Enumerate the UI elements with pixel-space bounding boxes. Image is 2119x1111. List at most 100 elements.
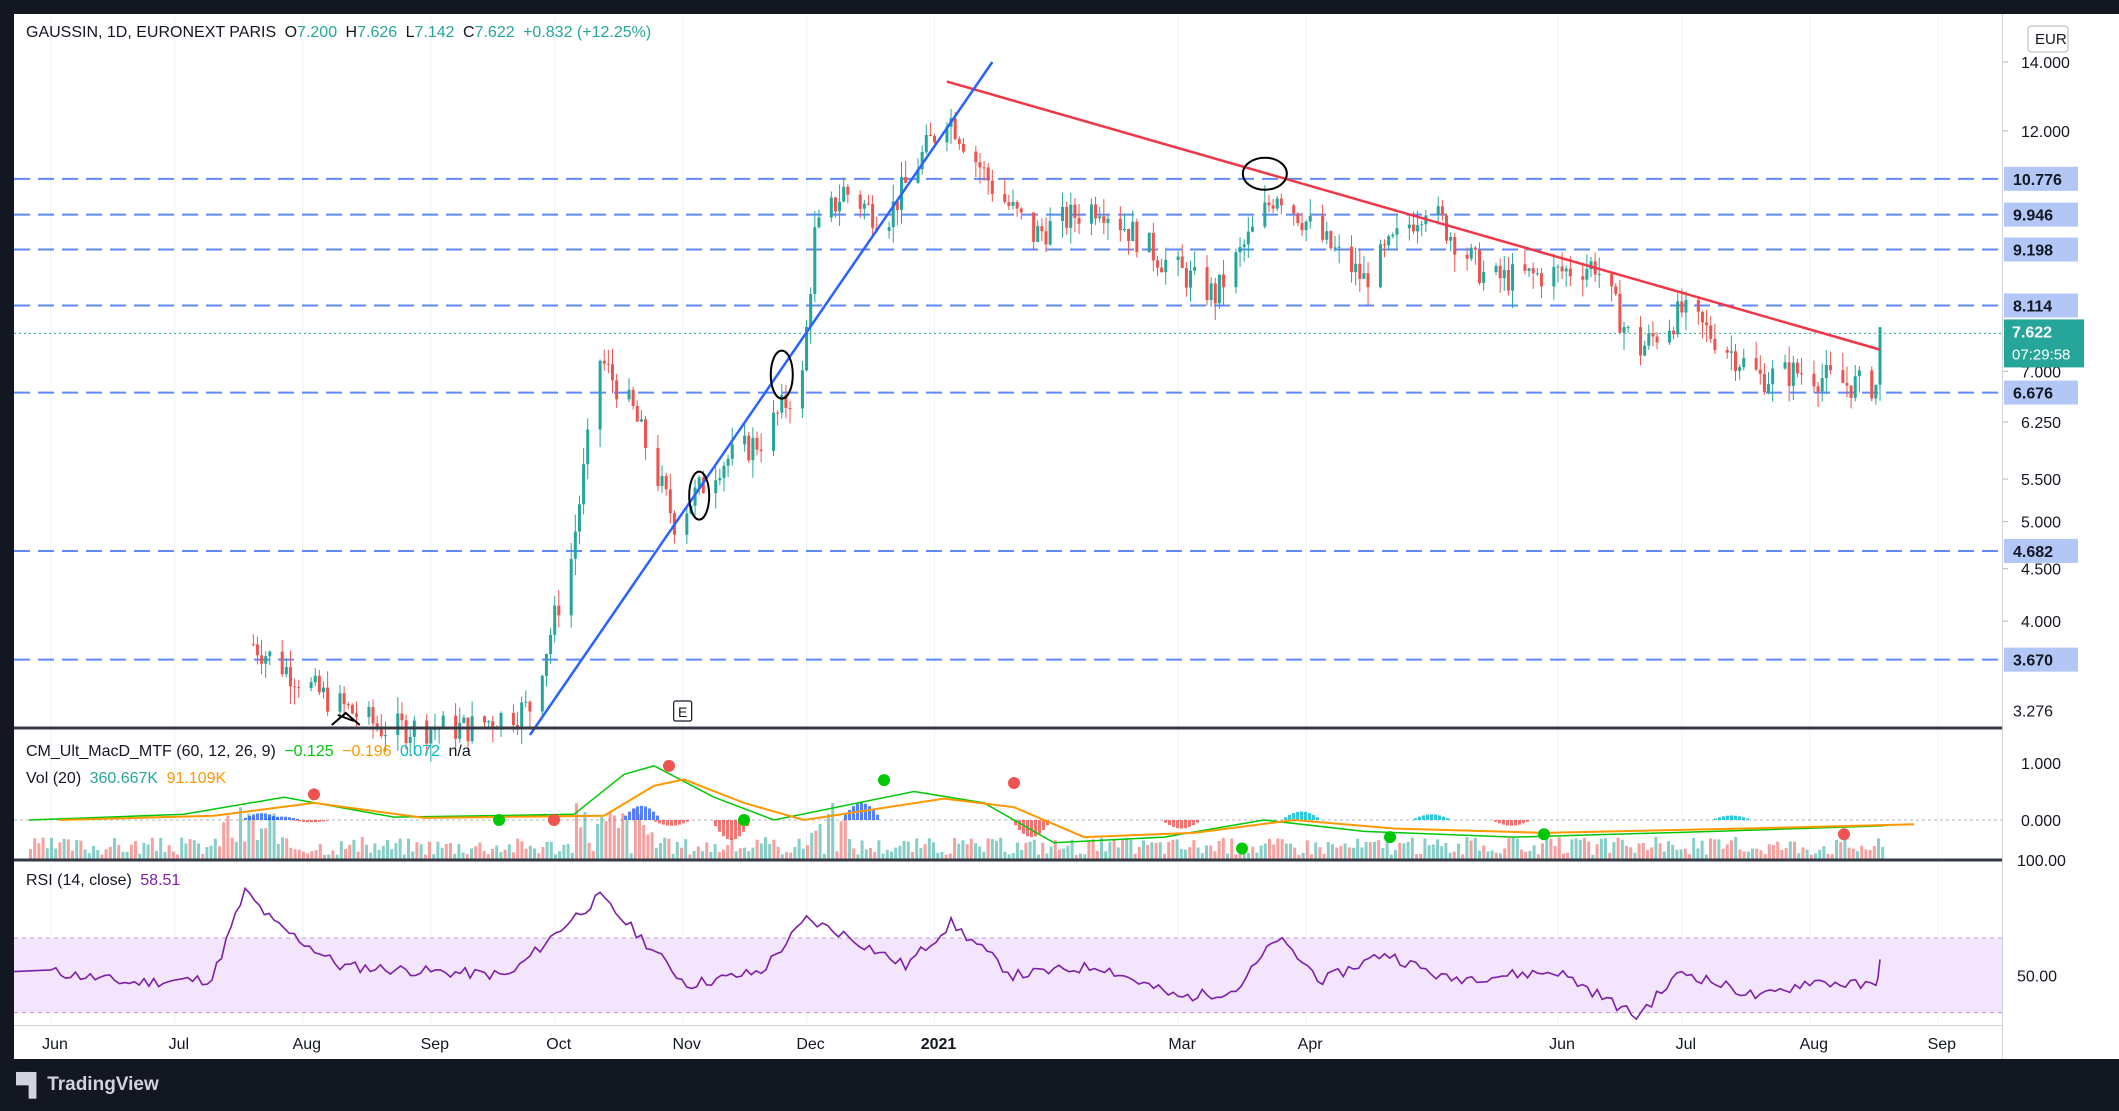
volume-bar-121	[537, 853, 541, 859]
volume-bar-321	[1377, 840, 1381, 859]
candle-body-32	[433, 729, 437, 731]
volume-bar-397	[1696, 848, 1700, 859]
volume-bar-38	[188, 839, 192, 859]
volume-bar-330	[1415, 854, 1418, 859]
candle-body-238	[1622, 327, 1626, 333]
volume-bar-34	[171, 851, 175, 859]
volume-bar-96	[432, 854, 436, 859]
volume-bar-361	[1545, 837, 1549, 859]
volume-bar-111	[495, 845, 499, 859]
volume-bar-207	[898, 845, 902, 859]
volume-bar-57	[268, 814, 272, 859]
price-axis-canvas[interactable]: 14.000 12.000 7.000 6.250 5.500 5.000 4.500 4.0…	[2003, 14, 2119, 1059]
macd-hist-10-2	[1422, 815, 1425, 820]
candle-body-44	[499, 712, 503, 730]
volume-bar-385	[1646, 850, 1649, 859]
candle-body-27	[404, 720, 408, 743]
candle-body-105	[858, 194, 862, 209]
candle-body-282	[1878, 327, 1882, 385]
macd-hist-2-8	[326, 820, 329, 821]
volume-bar-316	[1356, 838, 1360, 859]
volume-bar-315	[1352, 847, 1355, 859]
price-tick-3: 6.250	[2021, 415, 2061, 432]
candle-body-28	[408, 736, 412, 743]
macd-legend-name[interactable]: CM_Ult_MacD_MTF (60, 12, 26, 9)	[26, 743, 276, 760]
candle-body-147	[1098, 216, 1102, 219]
candle-body-142	[1069, 204, 1073, 228]
candle-body-228	[1564, 268, 1568, 272]
volume-bar-184	[801, 848, 805, 859]
volume-bar-58	[272, 813, 276, 859]
volume-bar-395	[1688, 854, 1691, 859]
candle-body-212	[1473, 247, 1477, 250]
volume-bar-80	[365, 844, 368, 859]
volume-bar-105	[470, 848, 473, 859]
volume-bar-275	[1184, 849, 1187, 859]
time-axis[interactable]: Jun Jul Aug Sep Oct Nov Dec 2021 Mar Apr Jun Jul Aug…	[14, 1025, 2002, 1059]
volume-bar-441	[1881, 846, 1885, 859]
candle-body-210	[1465, 254, 1469, 259]
volume-bar-7	[58, 842, 62, 859]
macd-hist-1-2	[272, 817, 275, 820]
candle-body-115	[916, 169, 920, 183]
volume-bar-222	[961, 840, 965, 859]
volume-bar-417	[1780, 849, 1784, 859]
volume-bar-304	[1305, 840, 1309, 859]
chart-area[interactable]: E GAUSSIN, 1D, EURONEXT PARIS O7.200 H7.…	[14, 14, 2002, 1059]
macd-hist-9-8	[1316, 817, 1319, 820]
pane-separators[interactable]	[14, 726, 2002, 862]
price-tick-4: 5.500	[2021, 472, 2061, 489]
trendlines[interactable]	[528, 61, 1881, 736]
volume-bar-135	[596, 823, 599, 859]
volume-bar-381	[1629, 847, 1633, 859]
macd-hist-2-5	[314, 820, 317, 823]
candle-body-263	[1767, 384, 1771, 393]
macd-hist-2-2	[302, 820, 305, 822]
candle-body-61	[602, 360, 606, 364]
volume-bar-424	[1809, 854, 1813, 859]
macd-hist-2-4	[310, 820, 313, 823]
candle-body-145	[1089, 204, 1093, 224]
earnings-marker[interactable]: E	[673, 700, 693, 722]
vol-legend-name[interactable]: Vol (20)	[26, 770, 82, 787]
candle-body-196	[1383, 244, 1387, 246]
volume-bar-89	[402, 854, 406, 859]
candle-body-133	[1015, 201, 1019, 209]
volume-bar-249	[1074, 854, 1078, 859]
volume-bar-409	[1746, 851, 1750, 859]
candle-body-175	[1263, 202, 1267, 227]
candle-body-176	[1267, 202, 1271, 206]
candle-body-219	[1511, 264, 1515, 291]
volume-bar-386	[1650, 847, 1654, 859]
candle-body-102	[838, 201, 842, 212]
rsi-legend-name[interactable]: RSI (14, close)	[26, 872, 132, 889]
volume-bar-374	[1599, 838, 1603, 859]
volume-bar-83	[377, 849, 381, 859]
candle-body-10	[309, 682, 313, 689]
volume-bar-208	[902, 840, 906, 859]
horizontal-levels[interactable]	[14, 177, 2002, 661]
volume-bar-186	[810, 832, 814, 859]
volume-bar-314	[1347, 847, 1351, 859]
volume-bar-350	[1499, 853, 1502, 859]
candle-body-280	[1870, 370, 1874, 399]
symbol-text[interactable]: GAUSSIN, 1D, EURONEXT PARIS	[26, 24, 277, 41]
chart-canvas[interactable]: E	[14, 14, 2002, 1059]
volume-bar-2	[37, 843, 41, 859]
volume-bar-146	[642, 824, 646, 859]
volume-bar-393	[1679, 849, 1683, 859]
volume-bar-419	[1788, 841, 1792, 859]
candle-body-183	[1304, 221, 1308, 231]
macd-hist-4-4	[670, 820, 673, 826]
price-axis[interactable]: 14.000 12.000 7.000 6.250 5.500 5.000 4.500 4.0…	[2002, 14, 2119, 1059]
candle-body-106	[862, 203, 866, 209]
volume-bar-75	[344, 848, 347, 859]
time-axis-canvas[interactable]: Jun Jul Aug Sep Oct Nov Dec 2021 Mar Apr Jun Jul Aug…	[14, 1026, 2002, 1060]
level-label-2: 9.198	[2013, 243, 2053, 260]
volume-bar-440	[1877, 838, 1880, 859]
macd-hist-9-2	[1292, 813, 1295, 820]
volume-bar-147	[646, 834, 650, 859]
candle-body-14	[326, 687, 330, 712]
volume-bar-301	[1293, 847, 1297, 859]
tradingview-logo[interactable]: ▀▌ TradingView	[16, 1072, 159, 1098]
